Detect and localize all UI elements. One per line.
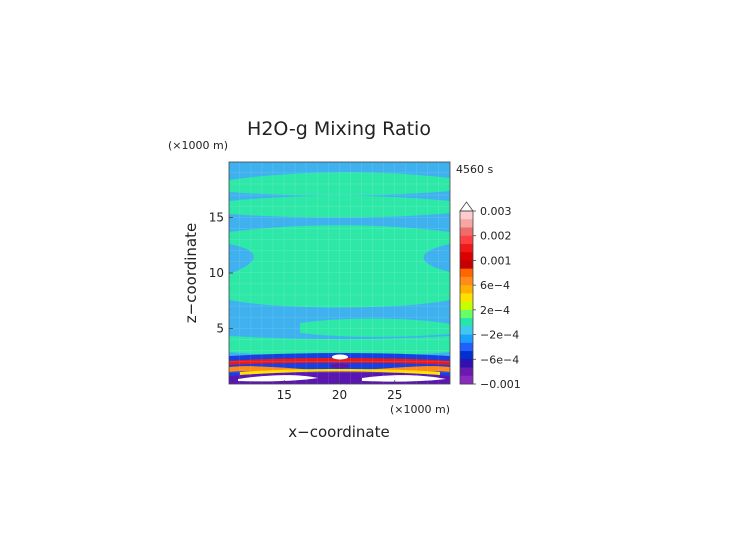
colorbar-label: 6e−4 bbox=[480, 279, 510, 292]
x-axis-label: x−coordinate bbox=[288, 423, 389, 441]
y-ticks: 5 10 15 bbox=[209, 211, 233, 336]
colorbar-swatch bbox=[460, 342, 473, 352]
y-tick-label: 10 bbox=[209, 266, 224, 280]
colorbar-swatch bbox=[460, 276, 473, 286]
colorbar-swatch bbox=[460, 260, 473, 270]
colorbar-extend-arrow bbox=[459, 201, 474, 212]
grid-overlay bbox=[229, 162, 450, 384]
colorbar-swatch bbox=[460, 219, 473, 228]
y-axis-label: z−coordinate bbox=[182, 223, 200, 323]
time-label: 4560 s bbox=[456, 163, 493, 176]
colorbar: 0.003 0.002 0.001 6e−4 2e−4 −2e−4 −6e−4 −0.001 bbox=[459, 201, 521, 391]
colorbar-swatch bbox=[460, 235, 473, 245]
x-ticks: 15 20 25 bbox=[277, 380, 402, 402]
colorbar-label: 0.002 bbox=[480, 230, 512, 243]
colorbar-label: −0.001 bbox=[480, 378, 521, 391]
colorbar-swatch bbox=[460, 301, 473, 311]
colorbar-swatch bbox=[460, 309, 473, 319]
colorbar-swatch bbox=[460, 359, 473, 368]
y-tick-label: 5 bbox=[216, 322, 224, 336]
colorbar-swatch bbox=[460, 268, 473, 278]
x-tick-label: 15 bbox=[277, 388, 292, 402]
x-unit-label: (×1000 m) bbox=[390, 403, 450, 416]
y-unit-label: (×1000 m) bbox=[168, 139, 228, 152]
x-tick-label: 25 bbox=[387, 388, 402, 402]
x-tick-label: 20 bbox=[332, 388, 347, 402]
colorbar-swatch bbox=[460, 227, 473, 237]
colorbar-label: 2e−4 bbox=[480, 304, 510, 317]
y-tick-label: 15 bbox=[209, 211, 224, 225]
colorbar-label: −6e−4 bbox=[480, 353, 519, 366]
colorbar-swatch bbox=[460, 326, 473, 335]
colorbar-swatch bbox=[460, 367, 473, 377]
colorbar-label: 0.001 bbox=[480, 254, 512, 267]
colorbar-label: −2e−4 bbox=[480, 329, 519, 342]
chart-title: H2O-g Mixing Ratio bbox=[247, 118, 431, 140]
colorbar-swatch bbox=[460, 211, 473, 220]
colorbar-label: 0.003 bbox=[480, 205, 512, 218]
colorbar-swatch bbox=[460, 243, 473, 253]
colorbar-swatch bbox=[460, 293, 473, 303]
colorbar-frame bbox=[459, 210, 474, 385]
colorbar-swatch bbox=[460, 285, 473, 294]
colorbar-swatch bbox=[460, 252, 473, 261]
colorbar-swatch bbox=[460, 375, 473, 385]
colorbar-swatch bbox=[460, 334, 473, 344]
colorbar-swatch bbox=[460, 318, 473, 327]
plot-area bbox=[229, 162, 450, 384]
colorbar-swatch bbox=[460, 351, 473, 360]
